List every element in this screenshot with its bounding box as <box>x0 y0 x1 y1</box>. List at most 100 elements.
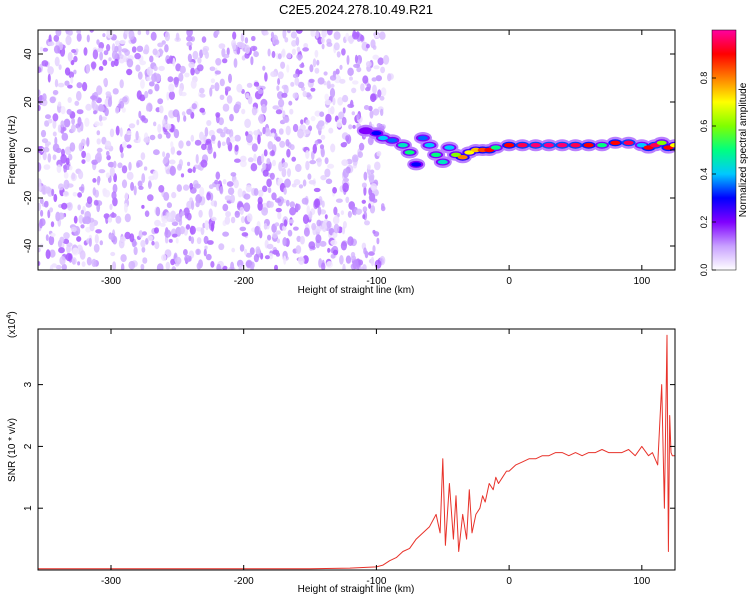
noise-cell <box>44 120 50 127</box>
snr-y-label: SNR (10 * v/v) <box>7 418 18 482</box>
noise-cell <box>121 141 127 149</box>
noise-cell <box>204 126 209 137</box>
noise-cell <box>340 210 345 216</box>
colorbar-tick-label: 0.8 <box>699 72 709 85</box>
noise-cell <box>104 107 109 117</box>
noise-cell <box>178 140 184 149</box>
noise-cell <box>85 64 90 70</box>
noise-cell <box>277 78 281 85</box>
noise-cell <box>362 214 366 220</box>
noise-cell <box>320 134 326 140</box>
noise-cell <box>297 128 304 139</box>
x-tick-label: -200 <box>234 576 254 587</box>
noise-cell <box>377 57 384 66</box>
noise-cell <box>139 60 147 66</box>
noise-cell <box>174 256 182 265</box>
noise-cell <box>85 103 92 111</box>
noise-cell <box>361 41 369 51</box>
noise-cell <box>128 123 136 129</box>
noise-cell <box>333 31 341 40</box>
noise-cell <box>223 53 230 59</box>
noise-cell <box>218 43 226 49</box>
noise-cell <box>114 58 119 67</box>
noise-cell <box>153 149 160 156</box>
noise-cell <box>137 71 143 80</box>
signal-point <box>397 143 408 148</box>
noise-cell <box>230 194 235 204</box>
noise-cell <box>226 47 230 56</box>
noise-cell <box>154 227 159 234</box>
noise-cell <box>76 82 83 89</box>
noise-cell <box>363 171 368 181</box>
noise-cell <box>53 45 61 54</box>
noise-cell <box>262 162 267 170</box>
noise-cell <box>77 127 82 133</box>
noise-cell <box>320 148 325 158</box>
noise-cell <box>264 127 271 137</box>
snr-multiplier: (x104) <box>6 311 18 338</box>
noise-cell <box>65 253 73 262</box>
noise-cell <box>352 259 359 270</box>
x-tick-label: -300 <box>101 576 121 587</box>
noise-cell <box>292 73 299 79</box>
noise-cell <box>291 48 296 55</box>
noise-cell <box>122 55 128 61</box>
noise-cell <box>228 73 232 84</box>
x-tick-label: 0 <box>506 276 512 287</box>
noise-cell <box>222 103 230 112</box>
noise-cell <box>321 30 327 38</box>
noise-cell <box>324 157 329 165</box>
noise-cell <box>39 46 44 52</box>
noise-cell <box>146 76 151 82</box>
noise-cell <box>195 194 203 204</box>
noise-cell <box>142 257 148 264</box>
noise-cell <box>121 263 125 270</box>
noise-cell <box>286 64 290 73</box>
noise-cell <box>205 138 212 144</box>
noise-cell <box>61 132 69 141</box>
noise-cell <box>302 90 307 98</box>
noise-cell <box>324 99 332 106</box>
noise-cell <box>245 252 253 258</box>
noise-cell <box>374 34 380 39</box>
noise-cell <box>82 216 89 224</box>
noise-cell <box>361 182 367 188</box>
noise-cell <box>140 263 145 270</box>
snr-frame <box>37 328 676 571</box>
noise-cell <box>115 125 120 136</box>
noise-cell <box>210 78 216 84</box>
noise-cell <box>92 178 97 183</box>
noise-cell <box>236 41 244 46</box>
noise-cell <box>234 134 241 142</box>
noise-cell <box>146 66 153 77</box>
noise-cell <box>362 75 369 84</box>
noise-cell <box>63 118 71 128</box>
noise-cell <box>120 236 126 243</box>
noise-cell <box>315 30 319 39</box>
noise-cell <box>232 31 237 40</box>
noise-cell <box>159 222 166 227</box>
y-tick-label: 20 <box>23 96 34 108</box>
noise-cell <box>342 168 349 179</box>
noise-cell <box>170 258 176 266</box>
noise-cell <box>225 128 231 135</box>
noise-cell <box>287 229 293 237</box>
noise-cell <box>272 159 276 167</box>
noise-cell <box>267 141 274 150</box>
noise-cell <box>136 45 144 52</box>
noise-cell <box>170 146 175 155</box>
noise-cell <box>166 202 172 209</box>
noise-cell <box>380 108 384 116</box>
noise-cell <box>187 53 192 63</box>
noise-cell <box>282 237 286 246</box>
noise-cell <box>52 119 57 129</box>
noise-cell <box>215 30 220 35</box>
noise-cell <box>363 185 367 196</box>
noise-cell <box>278 128 284 135</box>
noise-cell <box>345 135 349 142</box>
noise-cell <box>128 260 136 270</box>
noise-cell <box>233 58 238 68</box>
noise-cell <box>250 163 258 172</box>
noise-cell <box>244 118 252 128</box>
noise-cell <box>214 179 219 185</box>
